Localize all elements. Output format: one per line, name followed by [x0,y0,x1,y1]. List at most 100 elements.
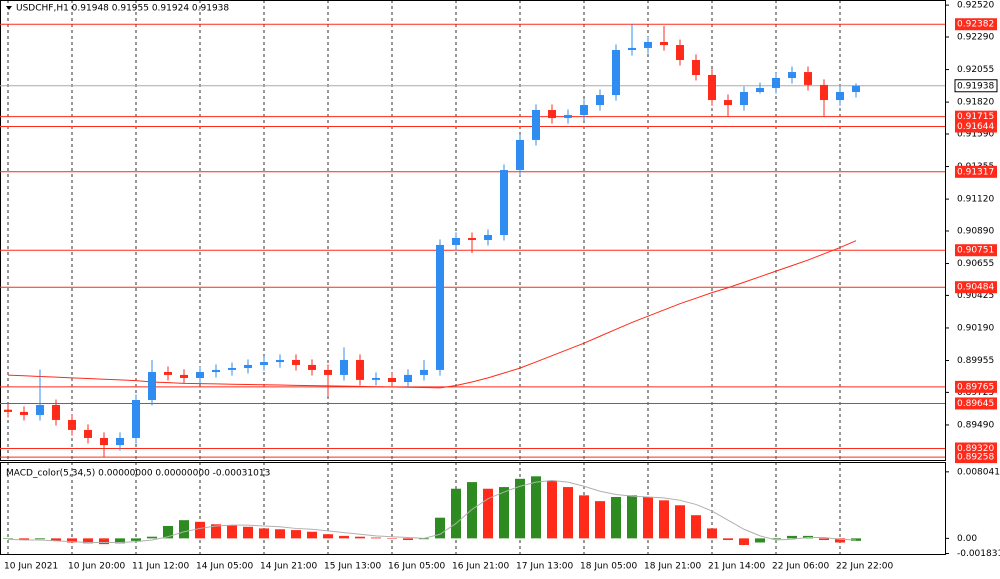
price-frame [0,0,946,461]
x-tick-label: 22 Jun 22:00 [836,562,893,572]
y-tick-label: 0.89490 [957,420,994,430]
macd-y-tick-label: 0.0080417 [957,467,1000,477]
macd-y-tick-label: -0.0018319 [957,549,1000,559]
macd-bar [611,497,621,539]
candle-body [388,377,396,382]
level-label: 0.89258 [957,453,994,463]
y-tick-label: 0.91590 [957,129,994,139]
macd-frame [0,462,946,555]
level-label: 0.90751 [957,246,994,256]
candle-body [852,85,860,92]
macd-bar [195,521,205,539]
level-label: 0.91715 [957,112,994,122]
macd-bar [115,538,125,544]
level-label: 0.89320 [957,444,994,454]
candle-body [84,429,92,438]
macd-bar [515,478,525,539]
candle-body [404,374,412,382]
candle-body [260,362,268,365]
macd-bar [147,536,157,539]
macd-bar [51,538,61,541]
level-label: 0.90484 [957,283,994,293]
candle-body [708,74,716,101]
x-tick-label: 18 Jun 05:00 [580,562,637,572]
candle-body [276,359,284,363]
y-tick-label: 0.90655 [957,259,994,269]
candle-body [820,84,828,101]
macd-bar [531,476,541,539]
x-tick-label: 22 Jun 06:00 [772,562,829,572]
candle-body [660,41,668,46]
macd-bar [259,528,269,539]
macd-bar [755,538,765,543]
candle-body [356,359,364,380]
x-tick-label: 16 Jun 21:00 [452,562,509,572]
y-tick-label: 0.90190 [957,323,994,333]
macd-bar [371,537,381,539]
macd-bar [771,538,781,540]
macd-bar [275,529,285,539]
last-price-label: 0.91938 [957,81,994,91]
macd-bar [339,535,349,539]
candle-body [372,377,380,380]
macd-bar [83,538,93,544]
level-label-box [955,120,997,133]
y-tick-label: 0.92520 [957,1,994,11]
candle-body [68,419,76,430]
macd-y-tick-label: 0.00 [957,534,977,544]
macd-bar [547,480,557,539]
macd-bar [499,487,509,539]
y-tick-label: 0.92290 [957,32,994,42]
y-tick-label: 0.91820 [957,98,994,108]
macd-bar [227,525,237,539]
y-tick-label: 0.89955 [957,356,994,366]
level-label-box [955,281,997,294]
macd-bar [723,538,733,541]
macd-bar [211,524,221,539]
level-label-box [955,244,997,257]
candle-body [772,78,780,88]
macd-bar [163,525,173,539]
level-label: 0.91644 [957,122,994,132]
macd-bar [467,482,477,539]
macd-bar [355,536,365,539]
candle-body [340,359,348,375]
macd-bar [403,538,413,541]
macd-bar [131,538,141,541]
candle-body [324,369,332,375]
candle-body [164,372,172,375]
macd-bar [739,538,749,545]
macd-bar [579,495,589,539]
candle-body [196,372,204,378]
x-tick-label: 15 Jun 13:00 [324,562,381,572]
macd-bar [595,501,605,539]
x-tick-label: 18 Jun 21:00 [644,562,701,572]
menu-arrow[interactable] [6,6,12,10]
x-tick-label: 10 Jun 2021 [4,562,58,572]
macd-bar [179,520,189,539]
candle-body [436,244,444,370]
candle-body [548,110,556,119]
level-label: 0.89645 [957,399,994,409]
candle-body [596,95,604,106]
candle-body [788,72,796,79]
candle-body [580,105,588,115]
level-label: 0.91317 [957,167,994,177]
macd-bar [99,538,109,545]
candle-body [532,110,540,140]
candle-body [612,50,620,96]
candle-body [484,234,492,240]
macd-bar [435,517,445,539]
candle-body [468,238,476,240]
x-tick-label: 11 Jun 12:00 [132,562,189,572]
candle-body [692,59,700,75]
candle-body [228,368,236,370]
candle-body [516,139,524,171]
macd-bar [291,530,301,539]
macd-bar [707,528,717,539]
candle-body [676,45,684,60]
macd-bar [675,505,685,539]
candle-body [36,404,44,415]
candle-body [628,47,636,51]
